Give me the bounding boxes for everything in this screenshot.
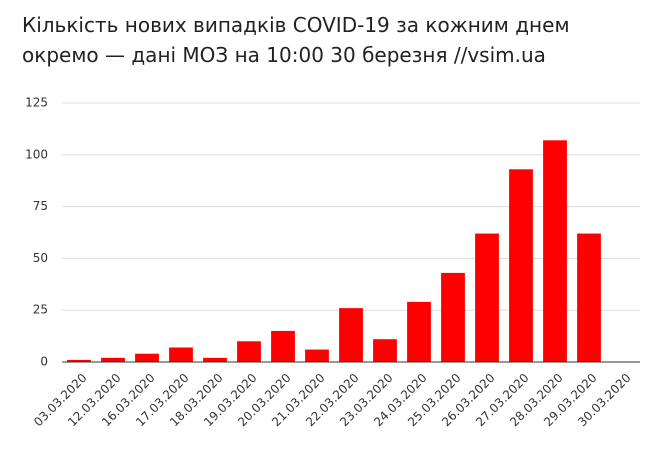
bar <box>271 330 295 362</box>
bar <box>407 301 431 362</box>
bar <box>203 357 227 362</box>
y-tick-label: 125 <box>25 96 48 110</box>
bar <box>577 233 601 362</box>
bar <box>101 357 125 362</box>
y-tick-label: 25 <box>33 303 48 317</box>
bar <box>509 169 533 362</box>
bar <box>339 308 363 362</box>
bar <box>135 353 159 362</box>
bar <box>475 233 499 362</box>
bar <box>237 341 261 362</box>
bar <box>543 140 567 362</box>
y-tick-label: 100 <box>25 147 48 161</box>
y-tick-label: 0 <box>40 355 48 369</box>
bar <box>169 347 193 362</box>
y-tick-label: 75 <box>33 199 48 213</box>
bar <box>373 339 397 362</box>
y-tick-label: 50 <box>33 251 48 265</box>
bar <box>67 359 91 362</box>
chart-title: Кількість нових випадків COVID-19 за кож… <box>22 13 570 67</box>
bar <box>441 272 465 362</box>
bar <box>305 349 329 362</box>
